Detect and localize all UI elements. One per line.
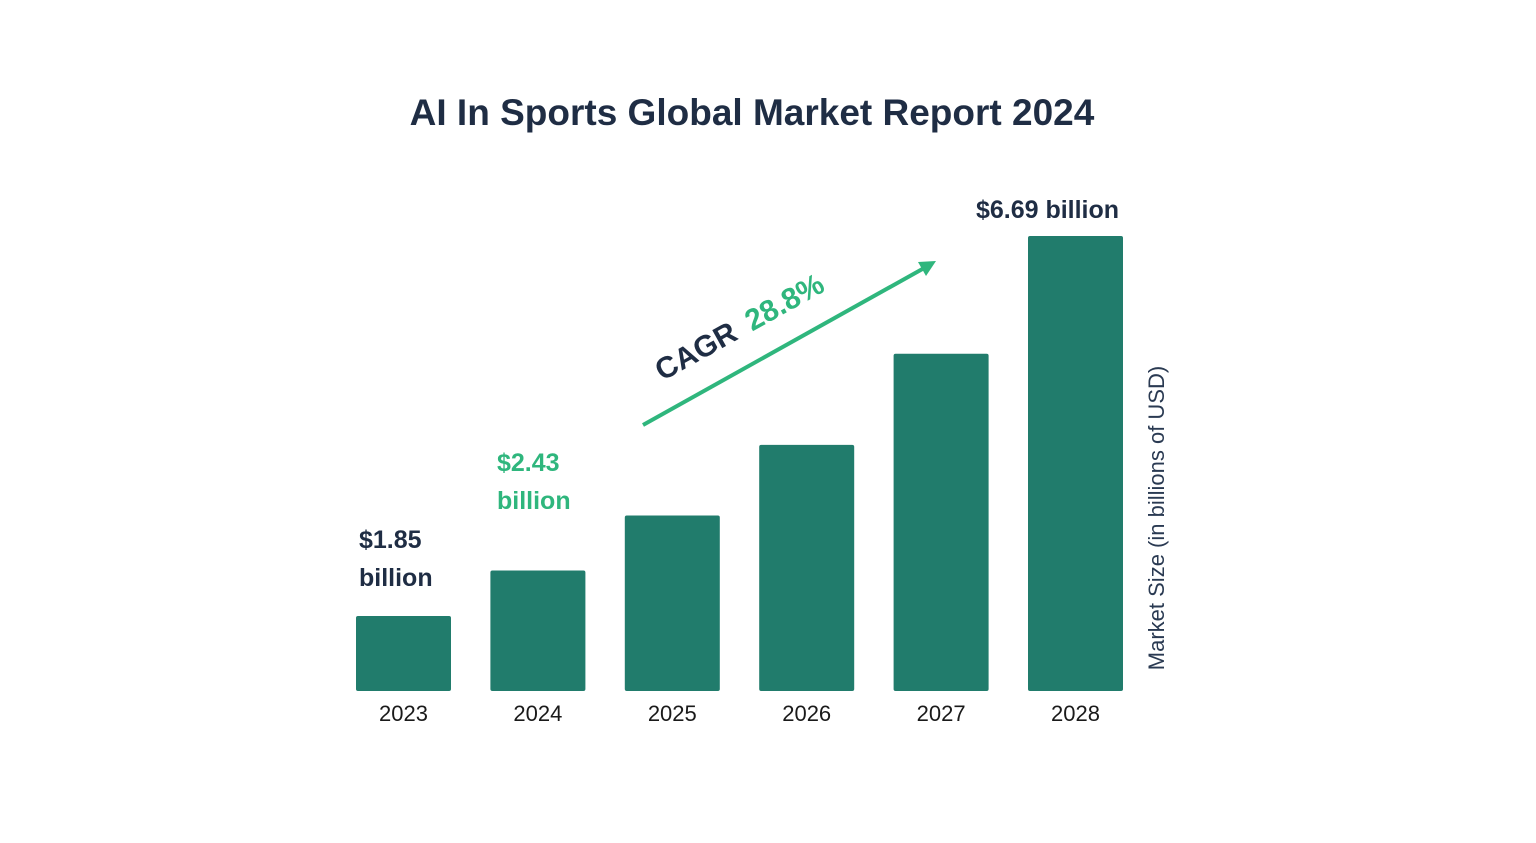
bar-2023 bbox=[356, 616, 451, 691]
bar-2025 bbox=[624, 515, 720, 691]
bar-2028 bbox=[1028, 236, 1123, 691]
bar-2024 bbox=[490, 570, 586, 691]
data-label-unit: billion bbox=[497, 487, 571, 515]
cagr-arrow-line bbox=[642, 265, 927, 427]
x-tick-label-2023: 2023 bbox=[379, 701, 428, 726]
x-tick-label-2025: 2025 bbox=[648, 701, 697, 726]
x-tick-label-2027: 2027 bbox=[917, 701, 966, 726]
data-label-2024: $2.43 billion bbox=[497, 444, 571, 520]
bar-2027 bbox=[893, 353, 989, 691]
data-label-2023: $1.85 billion bbox=[359, 521, 433, 597]
data-label-unit: billion bbox=[359, 564, 433, 592]
bar-2026 bbox=[759, 444, 855, 691]
x-tick-label-2028: 2028 bbox=[1051, 701, 1100, 726]
data-label-value: $1.85 bbox=[359, 526, 422, 554]
cagr-arrow-head bbox=[918, 261, 936, 276]
data-label-2028: $6.69 billion bbox=[965, 191, 1130, 229]
data-label-value: $6.69 billion bbox=[975, 196, 1120, 224]
y-axis-label: Market Size (in billions of USD) bbox=[1144, 365, 1169, 671]
x-tick-label-2026: 2026 bbox=[782, 701, 831, 726]
data-label-value: $2.43 bbox=[497, 449, 560, 477]
x-tick-label-2024: 2024 bbox=[513, 701, 562, 726]
chart-title: AI In Sports Global Market Report 2024 bbox=[409, 92, 1095, 133]
